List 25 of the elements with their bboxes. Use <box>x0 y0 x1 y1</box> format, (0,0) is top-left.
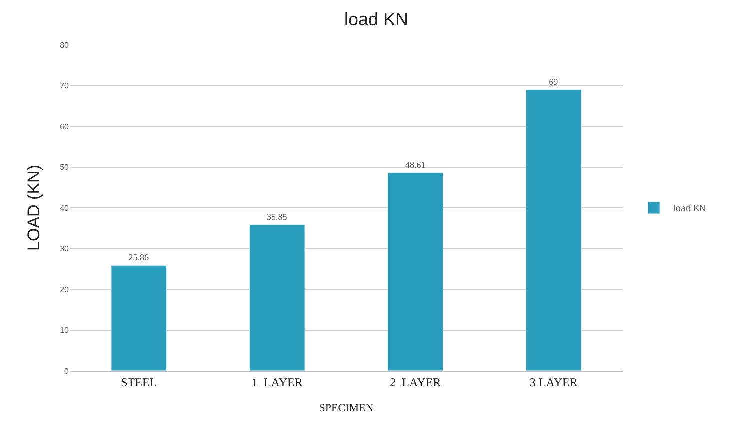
y-tick-label: 0 <box>64 366 70 376</box>
y-tick-label: 20 <box>60 285 70 294</box>
y-tick-label: 30 <box>60 244 70 254</box>
y-tick-label: 70 <box>60 82 70 91</box>
y-tick-label: 50 <box>60 163 70 172</box>
y-axis-title: LOAD (KN) <box>24 165 44 251</box>
data-label: 69 <box>549 76 559 87</box>
x-tick-label: STEEL <box>121 375 158 390</box>
x-axis-title: SPECIMEN <box>319 402 374 415</box>
bar <box>111 265 168 371</box>
bar <box>388 172 444 371</box>
x-tick-label: 2 LAYER <box>390 375 442 390</box>
bar <box>249 224 306 371</box>
y-tick-label: 60 <box>60 122 70 132</box>
y-tick-label: 40 <box>60 204 70 213</box>
y-tick-label: 80 <box>60 40 70 50</box>
x-tick-label: 3 LAYER <box>530 375 578 390</box>
data-label: 25.86 <box>128 252 150 263</box>
chart-title: load KN <box>344 9 409 30</box>
x-tick-label: 1 LAYER <box>252 375 303 390</box>
data-label: 48.61 <box>406 160 426 170</box>
data-label: 35.85 <box>267 212 288 222</box>
legend-label: load KN <box>674 204 706 214</box>
bar <box>526 90 582 371</box>
y-tick-label: 10 <box>60 326 70 336</box>
